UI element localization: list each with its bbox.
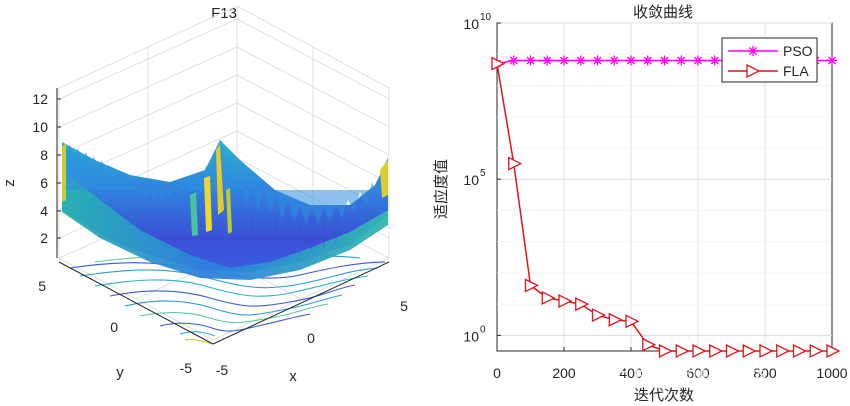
legend-label-pso: PSO xyxy=(783,43,813,59)
data-point-pso xyxy=(626,55,636,66)
data-point-pso xyxy=(592,55,603,66)
data-point-fla xyxy=(675,343,690,359)
y-tick-base: 10 xyxy=(463,172,479,188)
surface-plot: F13 xyxy=(1,5,408,385)
chart-xlabel: 迭代次数 xyxy=(634,386,694,404)
data-point-fla xyxy=(508,156,523,171)
data-point-fla xyxy=(491,56,506,71)
y-tick-label: -5 xyxy=(180,360,193,376)
data-point-fla xyxy=(826,343,841,359)
z-tick-label: 12 xyxy=(32,91,48,107)
data-point-pso xyxy=(659,55,670,66)
legend-entry-fla: FLA xyxy=(728,63,809,79)
data-point-pso xyxy=(575,55,586,66)
legend-fla-marker xyxy=(746,63,761,79)
data-point-pso xyxy=(508,55,519,66)
z-tick-label: 2 xyxy=(40,230,48,246)
x-tick-label: -5 xyxy=(216,362,229,378)
x-tick-label: 800 xyxy=(753,365,777,381)
x-tick-label: 5 xyxy=(400,298,408,314)
data-point-fla xyxy=(792,343,807,359)
data-point-fla xyxy=(692,343,707,359)
legend-entry-pso: PSO xyxy=(728,43,813,59)
x-tick-label: 1000 xyxy=(816,365,847,381)
data-point-fla xyxy=(709,343,724,359)
data-point-fla xyxy=(658,343,673,359)
data-point-fla xyxy=(541,290,556,305)
watermark: 知乎 @智能优化算法 xyxy=(590,361,767,383)
y-axis-label: y xyxy=(116,364,124,381)
data-point-pso xyxy=(559,55,569,66)
surface-mesh xyxy=(62,140,388,280)
z-tick-label: 4 xyxy=(40,203,48,219)
x-tick-label: 400 xyxy=(619,365,643,381)
surface-y-axis: 5 0 -5 y xyxy=(38,261,214,381)
y-tick-base: 10 xyxy=(463,328,479,344)
data-point-pso xyxy=(609,55,620,66)
data-point-fla xyxy=(742,343,757,359)
data-point-pso xyxy=(525,55,536,66)
data-point-fla xyxy=(591,308,606,323)
data-point-fla xyxy=(776,343,791,359)
data-point-pso xyxy=(693,55,703,66)
data-point-fla xyxy=(575,297,590,312)
y-tick-base: 10 xyxy=(463,16,479,32)
surface-x-axis: -5 0 5 x xyxy=(212,261,408,385)
data-point-fla xyxy=(725,343,740,359)
x-tick-label: 600 xyxy=(686,365,710,381)
z-tick-label: 8 xyxy=(40,147,48,163)
z-axis-label: z xyxy=(1,179,18,187)
x-tick-label: 0 xyxy=(307,330,315,346)
surface-z-axis: 2 4 6 8 10 12 z xyxy=(1,88,61,258)
legend-box xyxy=(721,37,818,83)
x-tick-label: 0 xyxy=(493,365,501,381)
legend-label-fla: FLA xyxy=(783,63,809,79)
y-tick-exponent: 10 xyxy=(480,12,492,23)
y-tick-exponent: 5 xyxy=(480,168,486,179)
data-point-pso xyxy=(709,55,720,66)
legend-pso-marker xyxy=(748,46,758,56)
data-point-pso xyxy=(642,55,653,66)
data-point-fla xyxy=(809,343,824,359)
data-point-fla xyxy=(642,337,657,352)
y-tick-label: 5 xyxy=(38,278,46,294)
data-point-fla xyxy=(625,314,640,329)
x-tick-label: 200 xyxy=(552,365,576,381)
z-tick-label: 10 xyxy=(32,119,48,135)
z-tick-label: 6 xyxy=(40,175,48,191)
data-point-fla xyxy=(759,343,774,359)
x-axis-label: x xyxy=(289,368,297,385)
y-tick-exponent: 0 xyxy=(480,324,486,335)
chart-legend: PSO FLA xyxy=(721,37,818,83)
data-point-pso xyxy=(542,55,553,66)
surface-3d-box xyxy=(58,5,390,341)
data-point-pso xyxy=(827,55,837,66)
data-point-fla xyxy=(608,312,623,327)
chart-title: 收敛曲线 xyxy=(633,3,693,21)
data-point-pso xyxy=(676,55,687,66)
data-point-fla xyxy=(558,293,573,309)
data-point-fla xyxy=(524,278,539,293)
y-tick-label: 0 xyxy=(110,319,118,335)
chart-ylabel: 适应度值 xyxy=(432,159,450,219)
